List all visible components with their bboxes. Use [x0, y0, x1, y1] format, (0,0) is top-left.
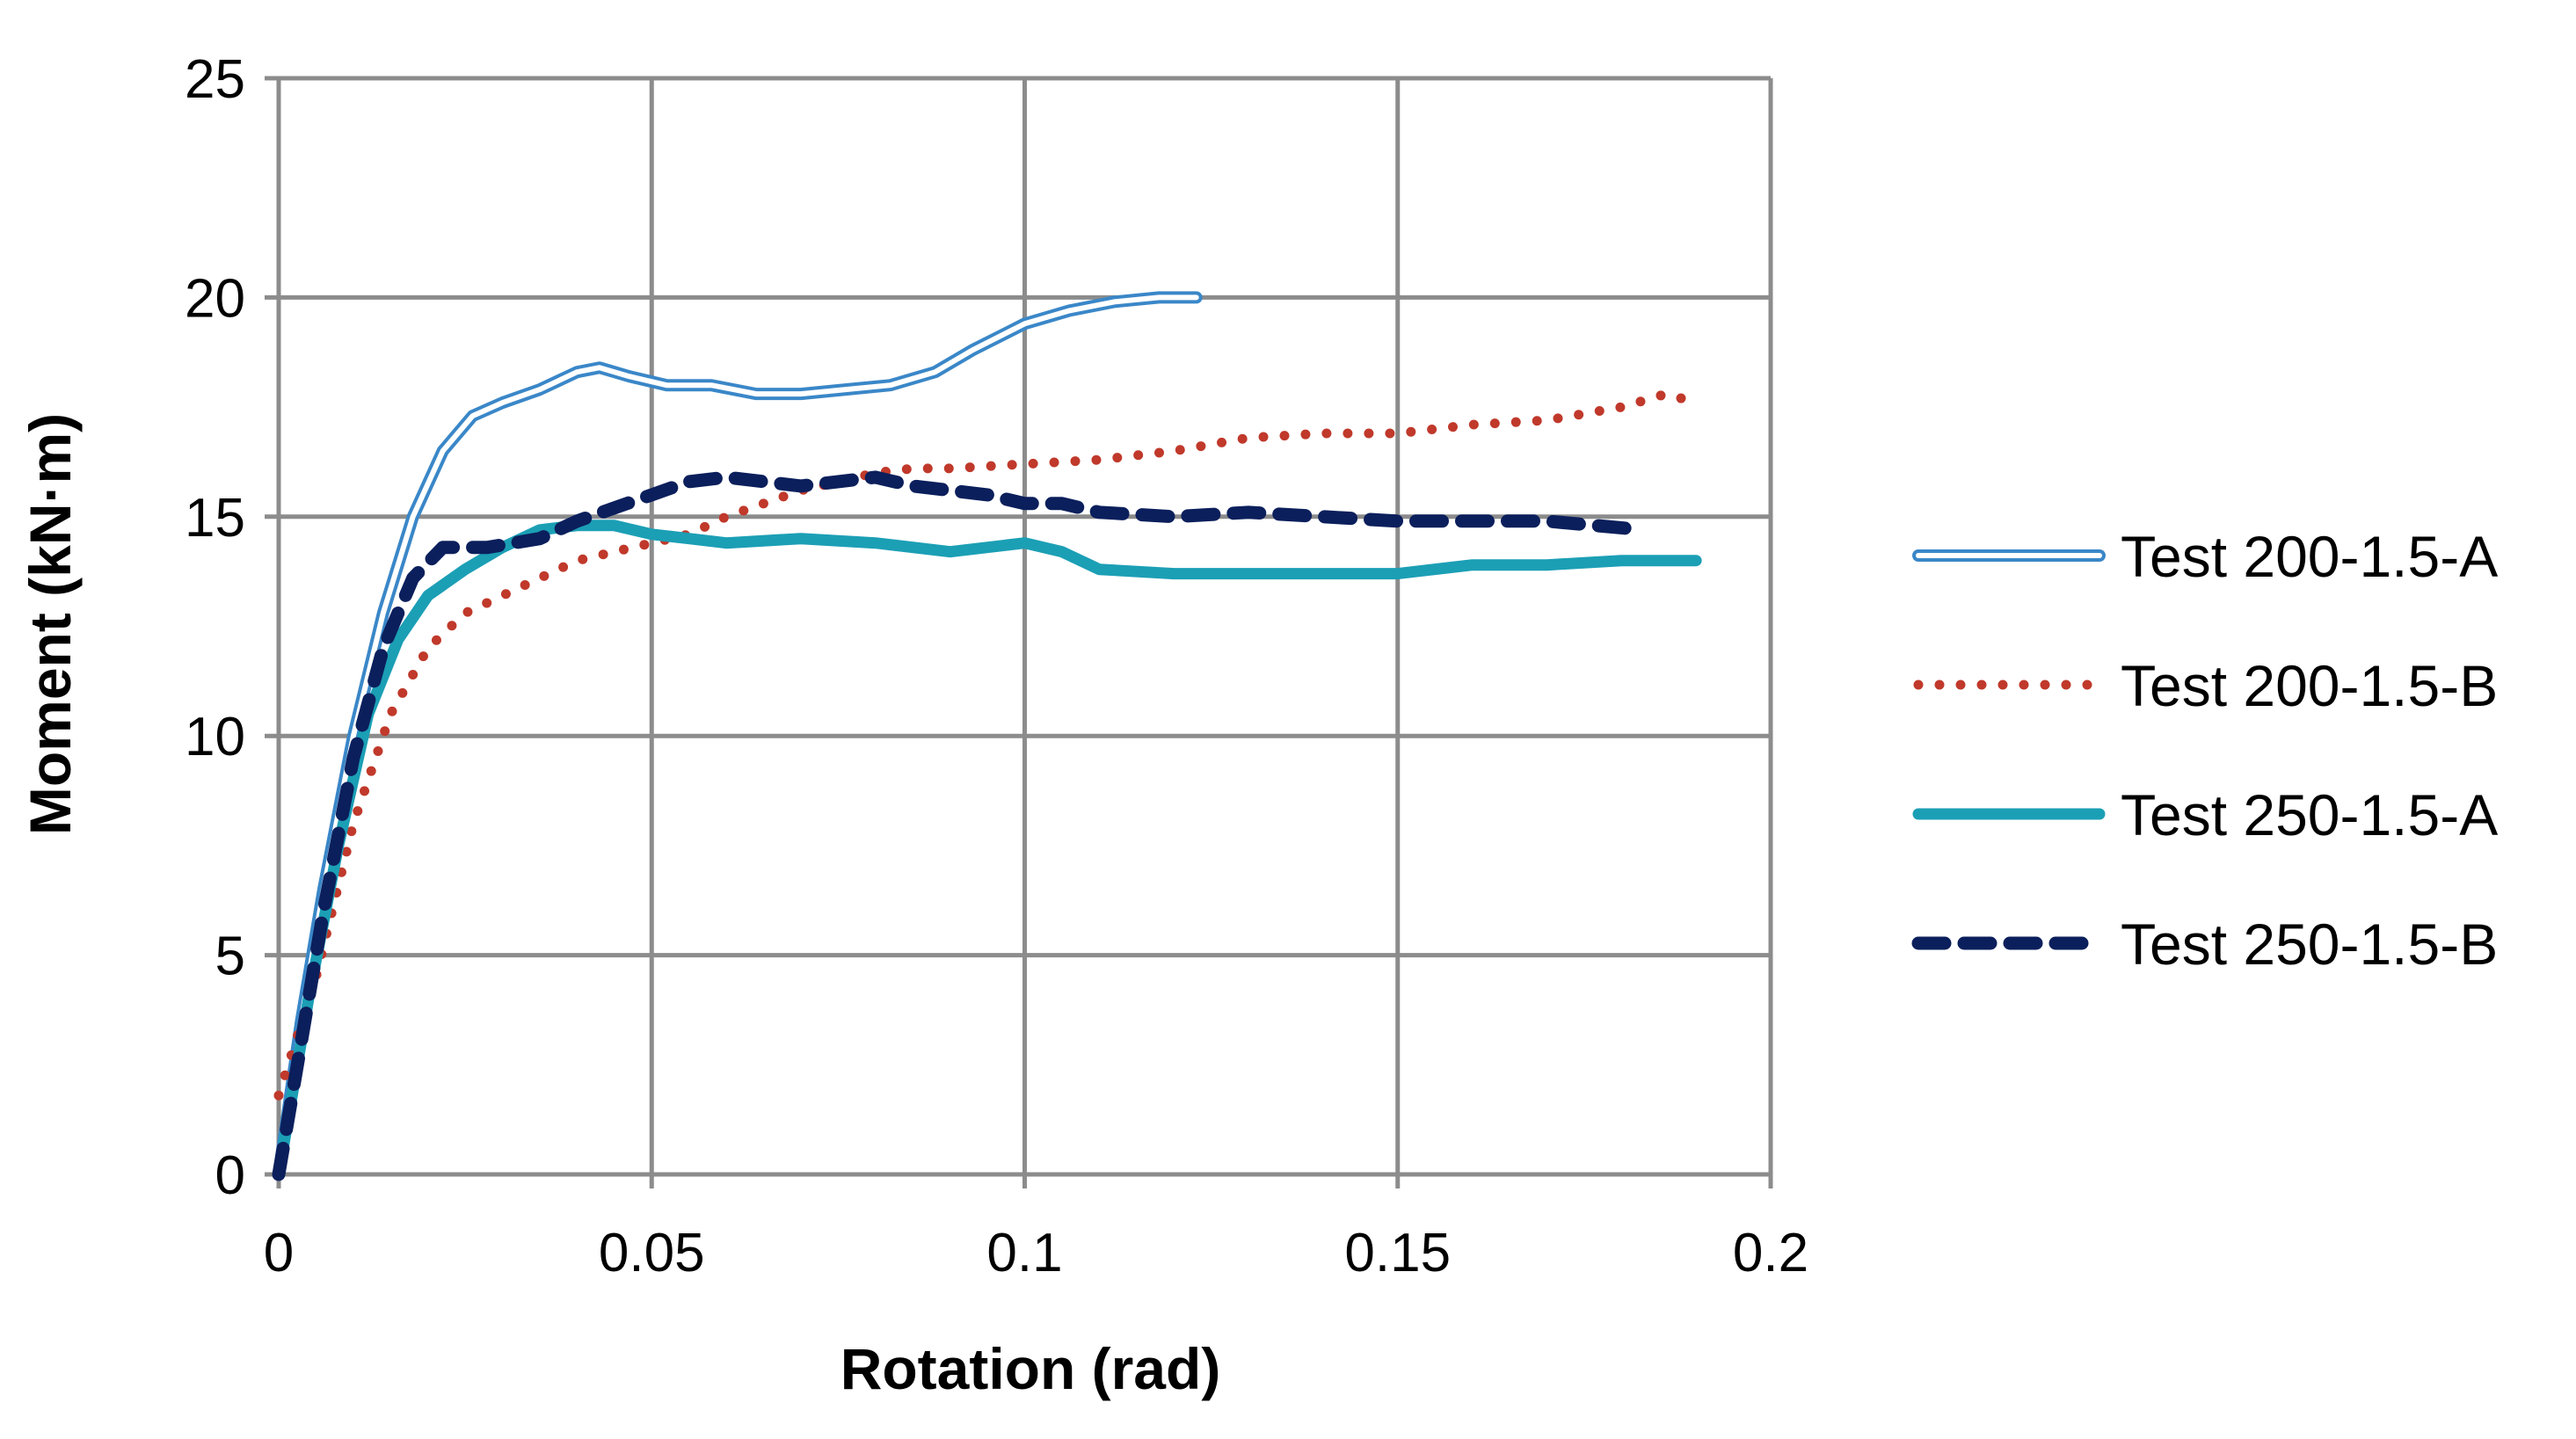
series-line: [273, 520, 1702, 1181]
legend-label: Test 200-1.5-A: [2121, 524, 2498, 589]
grid: [265, 76, 1773, 1188]
tick-labels: 0 5 10 15 20 25 0 0.05 0.1 0.15 0.2: [185, 49, 1808, 1283]
series-lines: [272, 291, 1702, 1181]
legend-label: Test 200-1.5-B: [2121, 653, 2498, 718]
x-tick-label: 0.05: [599, 1223, 705, 1283]
legend-label: Test 250-1.5-A: [2121, 782, 2498, 847]
y-axis-title: Moment (kN·m): [18, 413, 83, 835]
y-tick-label: 0: [215, 1145, 245, 1206]
legend-item: Test 250-1.5-A: [1912, 782, 2498, 847]
y-tick-label: 10: [185, 707, 245, 767]
x-tick-label: 0: [264, 1223, 294, 1283]
legend: Test 200-1.5-A Test 200-1.5-B Test 250-1.5…: [1911, 524, 2498, 977]
y-tick-label: 15: [185, 488, 245, 549]
y-tick-label: 20: [185, 268, 245, 329]
series-line: [273, 389, 1701, 1101]
y-tick-label: 25: [185, 49, 245, 110]
series-dashed-3: [272, 470, 1651, 1181]
series-dotted-1: [273, 389, 1701, 1101]
series-line: [272, 470, 1651, 1181]
x-tick-label: 0.15: [1344, 1223, 1451, 1283]
x-tick-label: 0.2: [1733, 1223, 1808, 1283]
legend-item: Test 200-1.5-B: [1913, 653, 2498, 718]
legend-label: Test 250-1.5-B: [2121, 912, 2498, 977]
series-solid-2: [273, 520, 1702, 1181]
series-double-0: [273, 291, 1203, 1181]
legend-item: Test 250-1.5-B: [1911, 912, 2498, 977]
y-tick-label: 5: [215, 927, 245, 987]
series-line: [276, 294, 1199, 1177]
x-axis-title: Rotation (rad): [840, 1336, 1221, 1401]
x-tick-label: 0.1: [986, 1223, 1062, 1283]
legend-item: Test 200-1.5-A: [1912, 524, 2498, 589]
